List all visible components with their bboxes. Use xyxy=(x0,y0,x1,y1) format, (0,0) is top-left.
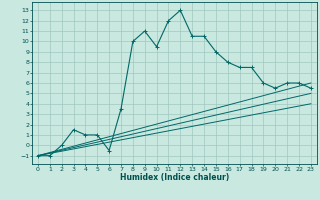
X-axis label: Humidex (Indice chaleur): Humidex (Indice chaleur) xyxy=(120,173,229,182)
